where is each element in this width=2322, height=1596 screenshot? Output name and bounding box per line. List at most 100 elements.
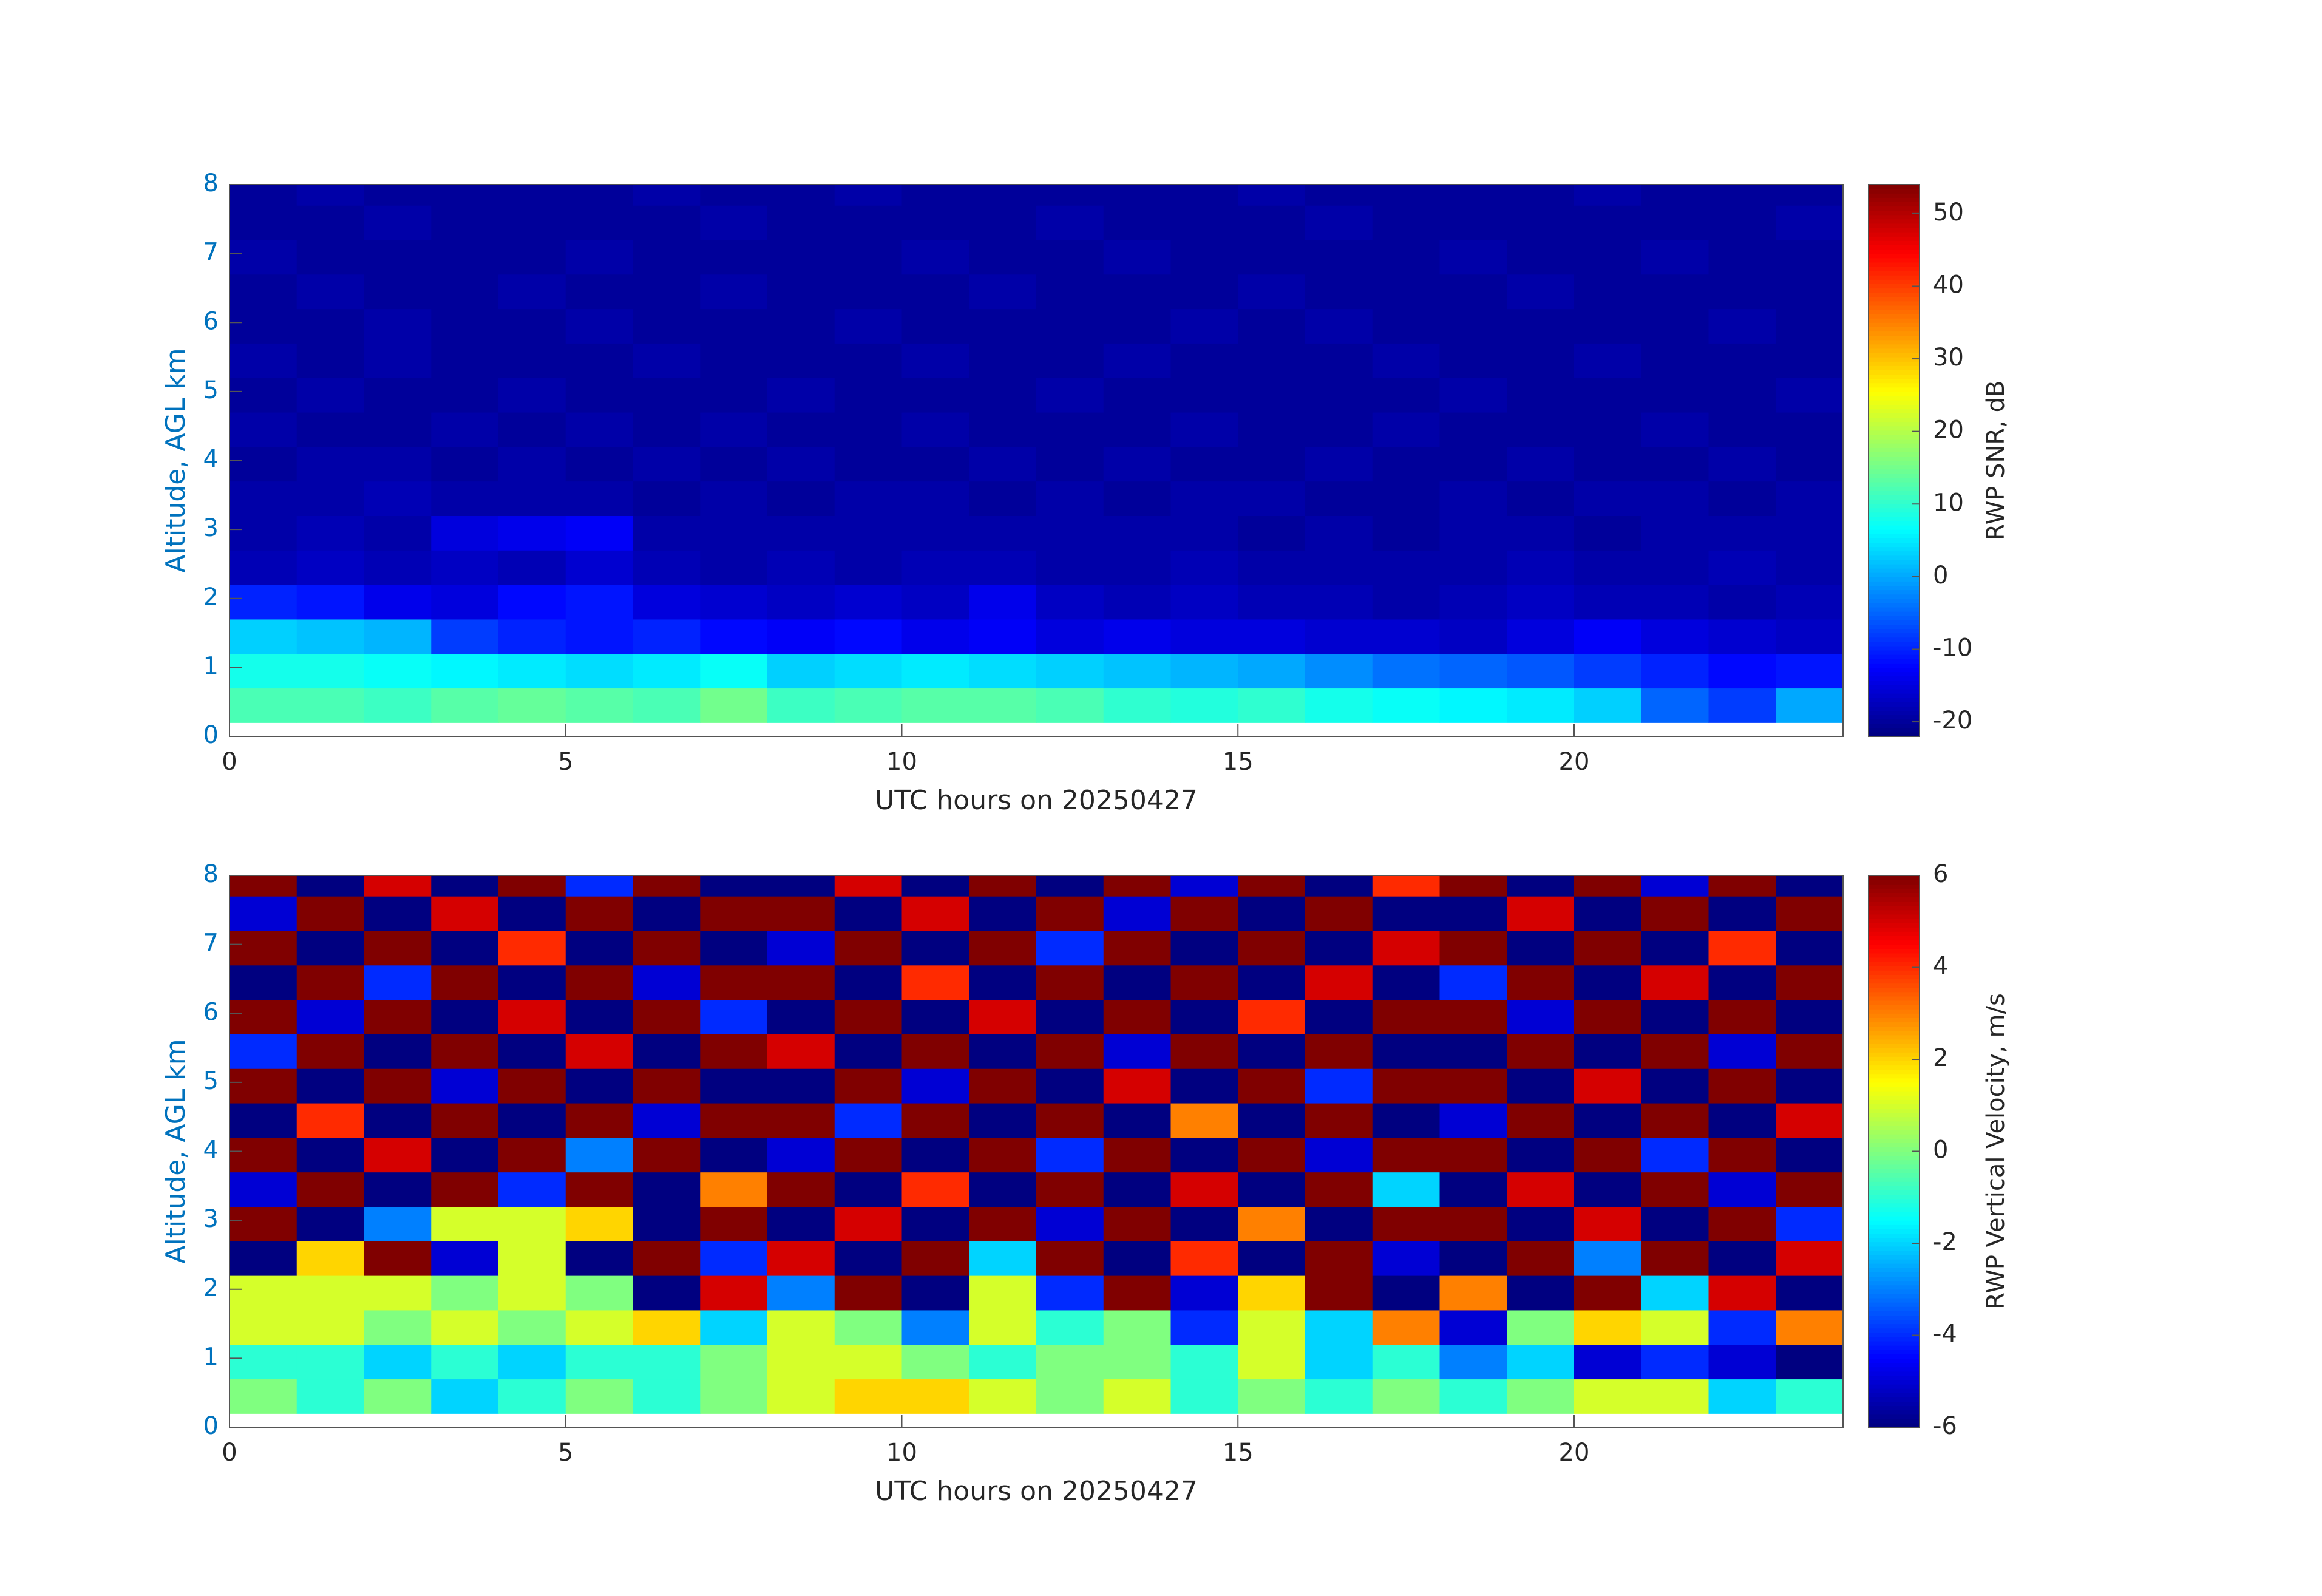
cell: [296, 999, 365, 1034]
y-tick-label: 6: [203, 998, 219, 1026]
cell: [498, 239, 566, 275]
colorbar-step: [1869, 602, 1920, 608]
cell: [1238, 1102, 1306, 1138]
colorbar-tick-label: 10: [1933, 489, 1964, 517]
cell: [296, 1379, 365, 1414]
colorbar-step: [1869, 1164, 1920, 1169]
cell: [364, 308, 432, 344]
cell: [1036, 1068, 1104, 1104]
cell: [1305, 653, 1373, 689]
cell: [1170, 1309, 1238, 1345]
cell: [1574, 481, 1642, 516]
cell: [1507, 1309, 1575, 1345]
cell: [834, 446, 903, 482]
colorbar-step: [1869, 659, 1920, 664]
cell: [1708, 1241, 1776, 1276]
colorbar-step: [1869, 1405, 1920, 1411]
cell: [1574, 1309, 1642, 1345]
colorbar-step: [1869, 365, 1920, 370]
cell: [1776, 1241, 1844, 1276]
cell: [633, 378, 701, 413]
cell: [1036, 205, 1104, 240]
colorbar-step: [1869, 434, 1920, 440]
cell: [1708, 653, 1776, 689]
cell: [901, 274, 969, 310]
cell: [1238, 1241, 1306, 1276]
cell: [834, 653, 903, 689]
cell: [431, 1137, 499, 1173]
cell: [1305, 875, 1373, 897]
cell: [834, 550, 903, 585]
cell: [1507, 875, 1575, 897]
cell: [1238, 875, 1306, 897]
cell: [431, 999, 499, 1034]
cell: [1708, 1137, 1776, 1173]
colorbar-step: [1869, 1186, 1920, 1191]
cell: [1641, 515, 1709, 551]
cell: [1507, 1068, 1575, 1104]
cell: [1641, 343, 1709, 378]
cell: [431, 550, 499, 585]
cell: [1439, 1206, 1507, 1241]
cell: [1238, 205, 1306, 240]
cell: [1439, 378, 1507, 413]
cell: [834, 274, 903, 310]
cell: [1036, 999, 1104, 1034]
cell: [1776, 1309, 1844, 1345]
cell: [1776, 1344, 1844, 1380]
colorbar-step: [1869, 409, 1920, 413]
cell: [364, 1309, 432, 1345]
colorbar-step: [1869, 974, 1920, 980]
cell: [633, 1206, 701, 1241]
cell: [700, 412, 768, 447]
colorbar-step: [1869, 1220, 1920, 1225]
colorbar-step: [1869, 919, 1920, 923]
colorbar-step: [1869, 1272, 1920, 1277]
cell: [1036, 1344, 1104, 1380]
cell: [364, 585, 432, 620]
x-tick-label: 20: [1559, 1439, 1590, 1467]
cell: [901, 446, 969, 482]
y-tick-label: 7: [203, 929, 219, 957]
cell: [767, 1275, 835, 1311]
cell: [1439, 205, 1507, 240]
colorbar-step: [1869, 1039, 1920, 1044]
cell: [901, 1309, 969, 1345]
cell: [296, 965, 365, 1000]
cell: [901, 185, 969, 206]
colorbar-step: [1869, 1086, 1920, 1092]
cell: [565, 1068, 634, 1104]
cell: [1305, 1309, 1373, 1345]
colorbar-step: [1869, 875, 1920, 880]
cell: [1708, 930, 1776, 966]
cell: [431, 875, 499, 897]
colorbar-step: [1869, 348, 1920, 353]
cell: [229, 481, 297, 516]
cell: [1641, 550, 1709, 585]
cell: [1507, 239, 1575, 275]
cell: [1776, 896, 1844, 931]
colorbar-step: [1869, 1108, 1920, 1113]
cell: [901, 550, 969, 585]
cell: [1439, 308, 1507, 344]
cell: [1708, 412, 1776, 447]
cell: [1776, 481, 1844, 516]
cell: [1574, 205, 1642, 240]
cell: [969, 1206, 1037, 1241]
colorbar-step: [1869, 395, 1920, 401]
cell: [229, 999, 297, 1034]
colorbar-step: [1869, 1000, 1920, 1005]
cell: [1776, 875, 1844, 897]
cell: [1708, 1068, 1776, 1104]
cell: [1305, 274, 1373, 310]
x-axis-label: UTC hours on 20250427: [875, 785, 1198, 816]
colorbar-step: [1869, 966, 1920, 971]
cell: [1036, 1241, 1104, 1276]
cell: [1036, 343, 1104, 378]
cell: [1170, 619, 1238, 654]
cell: [1507, 1034, 1575, 1069]
cell: [1776, 550, 1844, 585]
cell: [834, 1172, 903, 1207]
cell: [1170, 1034, 1238, 1069]
cell: [1238, 550, 1306, 585]
